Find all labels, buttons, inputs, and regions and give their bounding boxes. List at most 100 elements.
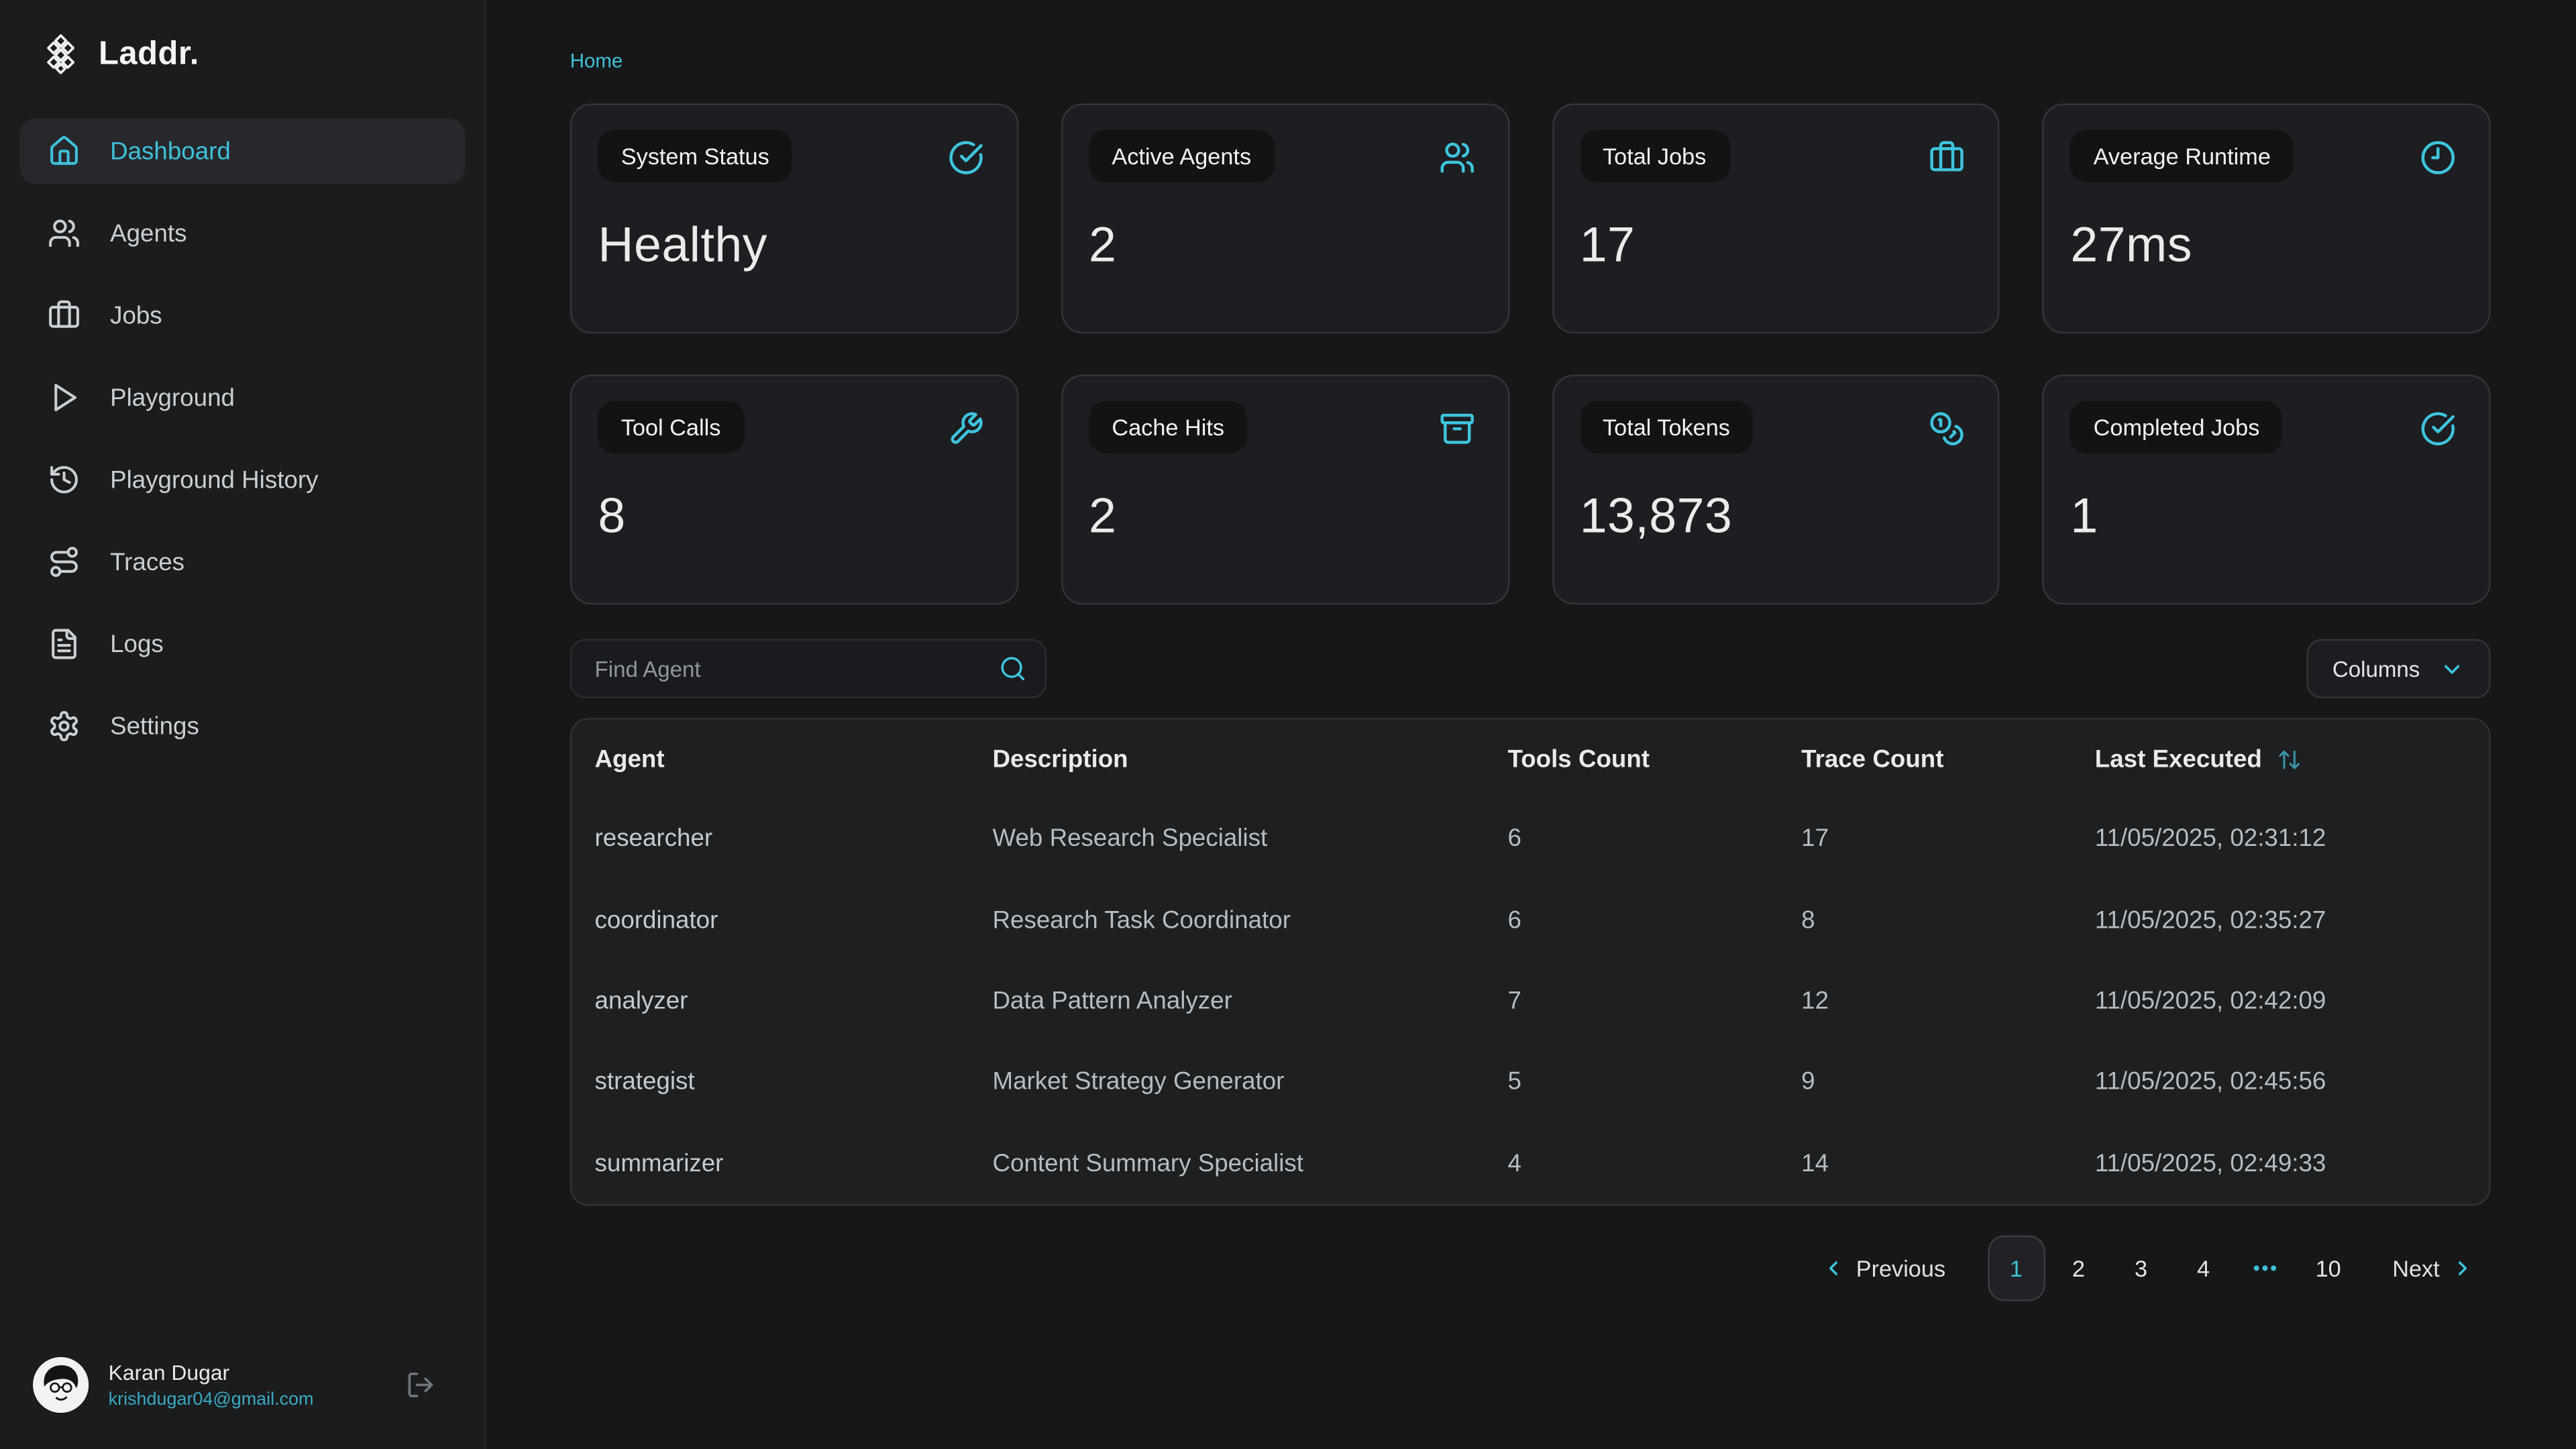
sidebar-item-label: Dashboard — [110, 137, 231, 166]
cell-tools-count: 6 — [1507, 906, 1521, 934]
page-button-2[interactable]: 2 — [2050, 1236, 2108, 1301]
find-agent-input[interactable] — [570, 639, 1047, 698]
history-icon — [48, 464, 80, 496]
clock-icon — [2420, 140, 2456, 176]
stat-label-pill: System Status — [598, 129, 793, 182]
cell-trace-count: 14 — [1801, 1149, 1829, 1178]
previous-page-button[interactable]: Previous — [1805, 1236, 1962, 1301]
user-meta: Karan Dugar krishdugar04@gmail.com — [109, 1360, 314, 1409]
table-row-summarizer[interactable]: summarizer Content Summary Specialist 4 … — [572, 1123, 2489, 1204]
stat-label-pill: Total Jobs — [1579, 129, 1729, 182]
cell-tools-count: 6 — [1507, 824, 1521, 853]
sidebar-item-dashboard[interactable]: Dashboard — [19, 118, 466, 184]
laddr-logo-icon — [40, 33, 83, 76]
table-row-analyzer[interactable]: analyzer Data Pattern Analyzer 7 12 11/0… — [572, 961, 2489, 1042]
column-header-last-executed[interactable]: Last Executed — [2095, 745, 2489, 773]
briefcase-icon — [48, 299, 80, 332]
cell-agent: analyzer — [594, 987, 688, 1016]
sidebar-item-label: Traces — [110, 547, 185, 576]
table-row-strategist[interactable]: strategist Market Strategy Generator 5 9… — [572, 1042, 2489, 1123]
wrench-icon — [947, 411, 983, 447]
stat-label-pill: Total Tokens — [1579, 400, 1754, 453]
stat-label-pill: Tool Calls — [598, 400, 744, 453]
cell-trace-count: 9 — [1801, 1068, 1815, 1097]
stat-value: 1 — [2070, 489, 2098, 544]
logout-button[interactable] — [406, 1370, 435, 1399]
stat-value: 17 — [1579, 218, 1635, 273]
user-name: Karan Dugar — [108, 1360, 230, 1385]
agent-search — [570, 639, 1047, 698]
sidebar-item-label: Agents — [110, 219, 187, 248]
cell-description: Data Pattern Analyzer — [992, 987, 1232, 1016]
house-icon — [48, 135, 80, 168]
cell-description: Content Summary Specialist — [992, 1149, 1303, 1178]
gear-icon — [48, 710, 80, 743]
page-button-10[interactable]: 10 — [2300, 1236, 2357, 1301]
stat-label-pill: Average Runtime — [2070, 129, 2294, 182]
chevron-right-icon — [2451, 1256, 2474, 1279]
sidebar-item-settings[interactable]: Settings — [19, 693, 465, 759]
table-row-researcher[interactable]: researcher Web Research Specialist 6 17 … — [572, 798, 2489, 879]
sidebar-item-playground-history[interactable]: Playground History — [19, 447, 465, 513]
sidebar-item-label: Jobs — [110, 301, 162, 330]
sidebar-item-playground[interactable]: Playground — [19, 365, 465, 431]
briefcase-icon — [1929, 140, 1966, 176]
users-icon — [1438, 140, 1474, 176]
page-button-1[interactable]: 1 — [1987, 1235, 2045, 1301]
archive-icon — [1438, 411, 1474, 447]
sidebar-item-traces[interactable]: Traces — [19, 529, 465, 595]
users-icon — [48, 217, 80, 250]
cell-last-executed: 11/05/2025, 02:45:56 — [2094, 1068, 2326, 1097]
next-page-button[interactable]: Next — [2376, 1236, 2491, 1301]
cell-agent: researcher — [594, 824, 713, 853]
cell-tools-count: 7 — [1507, 987, 1521, 1016]
columns-dropdown-button[interactable]: Columns — [2306, 639, 2491, 698]
cell-trace-count: 8 — [1801, 906, 1815, 934]
breadcrumb-home-link[interactable]: Home — [570, 49, 623, 72]
stat-label-pill: Completed Jobs — [2070, 400, 2283, 453]
sidebar-item-agents[interactable]: Agents — [19, 201, 465, 266]
cell-agent: summarizer — [594, 1149, 724, 1178]
cell-last-executed: 11/05/2025, 02:35:27 — [2094, 906, 2326, 934]
stat-card-total-jobs: Total Jobs 17 — [1552, 103, 2000, 334]
route-icon — [48, 545, 80, 578]
sidebar-item-logs[interactable]: Logs — [19, 611, 465, 677]
stat-card-average-runtime: Average Runtime 27ms — [2042, 103, 2491, 334]
sidebar-item-jobs[interactable]: Jobs — [19, 282, 465, 348]
cell-tools-count: 5 — [1507, 1068, 1521, 1097]
cell-description: Web Research Specialist — [992, 824, 1268, 853]
page-buttons: 1 2 3 4 ••• 10 — [1985, 1235, 2359, 1301]
cell-last-executed: 11/05/2025, 02:31:12 — [2094, 824, 2326, 853]
file-text-icon — [48, 628, 80, 661]
page-button-ellipsis[interactable]: ••• — [2237, 1236, 2295, 1301]
stat-value: 2 — [1089, 218, 1117, 273]
stat-value: 2 — [1089, 489, 1117, 544]
stat-card-total-tokens: Total Tokens 13,873 — [1552, 374, 2000, 605]
sidebar-nav: Dashboard Agents Jobs Playground Playgro… — [0, 102, 484, 759]
sidebar-item-label: Playground History — [110, 466, 319, 494]
column-header-description: Description — [992, 745, 1128, 773]
column-header-agent: Agent — [594, 745, 665, 773]
user-card[interactable]: Karan Dugar krishdugar04@gmail.com — [0, 1331, 484, 1449]
stat-value: 13,873 — [1579, 489, 1733, 544]
stat-value: 8 — [598, 489, 626, 544]
sidebar-item-label: Settings — [110, 712, 199, 741]
brand: Laddr. — [0, 0, 484, 102]
stat-card-active-agents: Active Agents 2 — [1061, 103, 1509, 334]
column-header-trace-count: Trace Count — [1801, 745, 1944, 773]
circle-check-icon — [947, 140, 983, 176]
chevron-left-icon — [1821, 1256, 1844, 1279]
page-button-4[interactable]: 4 — [2175, 1236, 2233, 1301]
column-header-tools-count: Tools Count — [1507, 745, 1650, 773]
table-row-coordinator[interactable]: coordinator Research Task Coordinator 6 … — [572, 879, 2489, 961]
table-toolbar: Columns — [570, 639, 2491, 698]
stat-card-tool-calls: Tool Calls 8 — [570, 374, 1018, 605]
play-icon — [48, 381, 80, 414]
cell-trace-count: 17 — [1801, 824, 1829, 853]
page-button-3[interactable]: 3 — [2112, 1236, 2170, 1301]
columns-label: Columns — [2332, 656, 2420, 682]
stat-card-completed-jobs: Completed Jobs 1 — [2042, 374, 2491, 605]
brand-name: Laddr. — [98, 35, 199, 72]
main-content: Home System Status Healthy Active Agents… — [486, 0, 2576, 1449]
cell-tools-count: 4 — [1507, 1149, 1521, 1178]
